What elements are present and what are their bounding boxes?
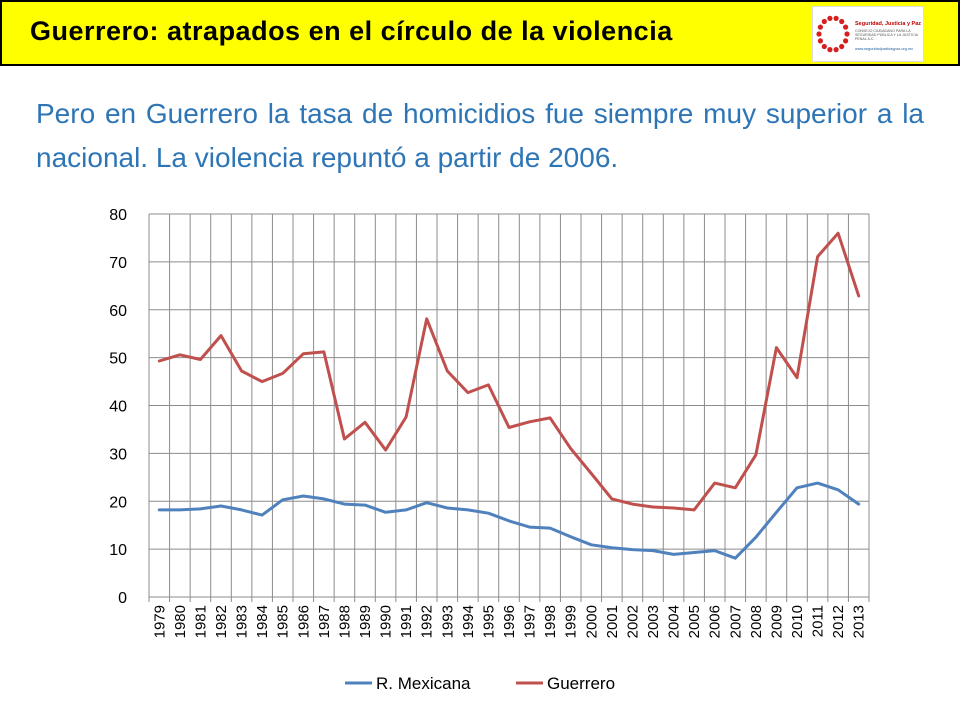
x-tick-label: 1993 xyxy=(439,605,456,638)
y-tick-label: 40 xyxy=(109,399,127,416)
x-tick-label: 1987 xyxy=(316,605,333,638)
x-tick-label: 2011 xyxy=(810,605,827,637)
x-tick-label: 2001 xyxy=(604,605,621,638)
logo-figure xyxy=(843,38,849,44)
x-tick-label: 2000 xyxy=(583,605,600,638)
x-tick-label: 1979 xyxy=(151,605,168,638)
y-tick-label: 80 xyxy=(109,207,127,224)
x-tick-label: 1985 xyxy=(275,605,292,638)
logo: Seguridad, Justicia y Paz CONSEJO CIUDAD… xyxy=(812,6,924,62)
x-tick-label: 1999 xyxy=(563,605,580,638)
logo-description: CONSEJO CIUDADANO PARA LA SEGURIDAD PÚBL… xyxy=(855,29,918,41)
x-tick-label: 2006 xyxy=(707,605,724,638)
x-tick-label: 1988 xyxy=(336,605,353,638)
logo-figure xyxy=(816,31,822,37)
y-tick-label: 50 xyxy=(109,351,127,368)
logo-figure xyxy=(817,38,823,44)
x-tick-label: 2009 xyxy=(768,605,785,638)
x-tick-label: 1997 xyxy=(522,605,539,638)
logo-figure xyxy=(844,31,850,37)
legend-label: R. Mexicana xyxy=(376,674,471,693)
x-tick-label: 2008 xyxy=(748,605,765,638)
series-line-r-mexicana xyxy=(157,481,861,560)
x-tick-label: 1980 xyxy=(172,605,189,638)
x-tick-label: 2010 xyxy=(789,605,806,638)
y-tick-label: 70 xyxy=(109,255,127,272)
x-tick-label: 2004 xyxy=(666,605,683,638)
x-tick-label: 1982 xyxy=(213,605,230,638)
page-title: Guerrero: atrapados en el círculo de la … xyxy=(30,16,673,46)
x-tick-label: 2013 xyxy=(851,605,868,638)
logo-figure xyxy=(821,18,827,25)
logo-figure xyxy=(817,24,823,30)
logo-figure xyxy=(827,47,833,53)
x-tick-label: 2003 xyxy=(645,605,662,638)
logo-figure xyxy=(839,18,845,25)
x-tick-label: 2005 xyxy=(686,605,703,638)
x-tick-label: 2002 xyxy=(624,605,641,638)
x-tick-label: 1981 xyxy=(192,605,209,638)
x-tick-label: 2012 xyxy=(830,605,847,638)
logo-icon xyxy=(816,15,850,53)
x-tick-label: 1986 xyxy=(295,605,312,638)
logo-figure xyxy=(839,43,845,50)
y-tick-label: 30 xyxy=(109,446,127,463)
logo-figure xyxy=(821,43,827,50)
subtitle: Pero en Guerrero la tasa de homicidios f… xyxy=(36,98,924,173)
x-tick-label: 1984 xyxy=(254,605,271,638)
series-line-guerrero xyxy=(157,231,861,512)
x-tick-label: 1989 xyxy=(357,605,374,638)
y-tick-label: 60 xyxy=(109,303,127,320)
x-tick-label: 1983 xyxy=(234,605,251,638)
y-tick-label: 20 xyxy=(109,494,127,511)
logo-name: Seguridad, Justicia y Paz xyxy=(855,21,922,27)
logo-figure xyxy=(833,47,839,53)
x-tick-label: 1990 xyxy=(378,605,395,638)
logo-figure xyxy=(827,15,833,21)
x-tick-label: 1991 xyxy=(398,605,415,638)
x-tick-label: 2007 xyxy=(727,605,744,638)
y-tick-label: 0 xyxy=(118,590,127,607)
title-bar: Guerrero: atrapados en el círculo de la … xyxy=(0,0,960,66)
x-tick-label: 1994 xyxy=(460,605,477,638)
x-tick-label: 1996 xyxy=(501,605,518,638)
x-tick-label: 1995 xyxy=(480,605,497,638)
y-tick-label: 10 xyxy=(109,542,127,559)
x-tick-label: 1998 xyxy=(542,605,559,638)
x-tick-label: 1992 xyxy=(419,605,436,638)
logo-url: www.seguridadjusticiaypaz.org.mx xyxy=(855,47,914,51)
legend-label: Guerrero xyxy=(547,674,615,693)
logo-figure xyxy=(833,15,839,21)
logo-figure xyxy=(843,24,849,30)
